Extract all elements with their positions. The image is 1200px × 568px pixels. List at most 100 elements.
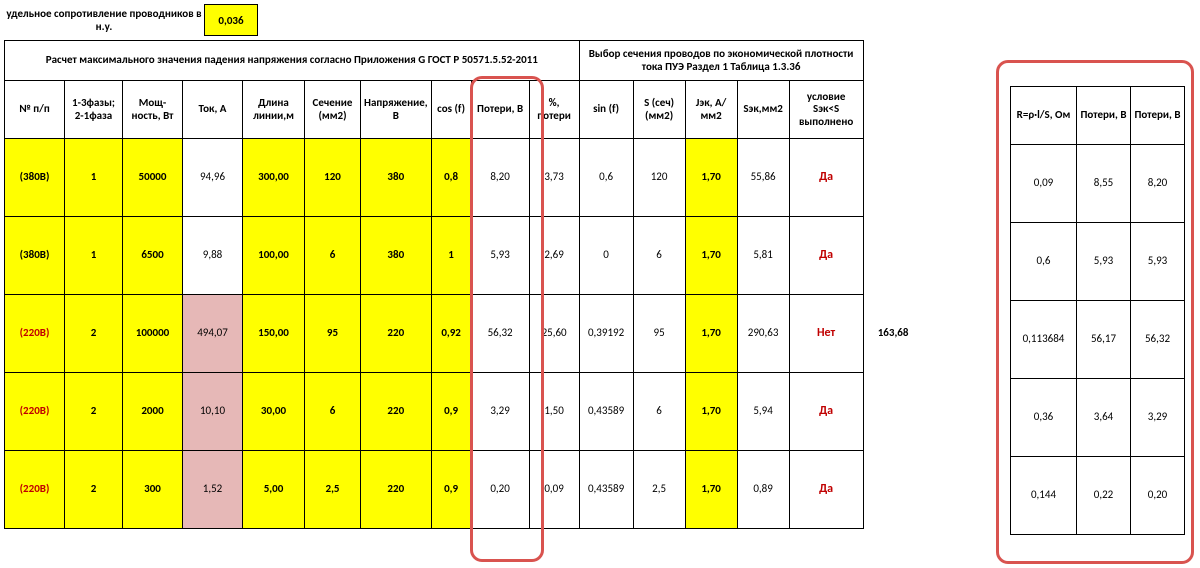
cell-len: 150,00: [243, 295, 305, 373]
cell-tok: 10,10: [183, 373, 243, 451]
cell-phase: 2: [65, 373, 123, 451]
col-npp: № п/п: [5, 81, 65, 139]
cell-phase: 1: [65, 139, 123, 217]
resistance-losses-table: R=ρ·l/S, ОмПотери, ВПотери, В0,098,558,2…: [1010, 86, 1185, 535]
col-pct: %, потери: [529, 81, 579, 139]
cell-cond: Да: [789, 217, 863, 295]
cell-sinf: 0,39192: [579, 295, 633, 373]
col-tok: Ток, А: [183, 81, 243, 139]
cell-len: 300,00: [243, 139, 305, 217]
cell-extra: [863, 451, 923, 529]
cell-phase: 2: [65, 295, 123, 373]
rcell-r: 0,6: [1011, 223, 1077, 301]
cell-loss: 3,29: [471, 373, 529, 451]
cell-loss: 8,20: [471, 139, 529, 217]
cell-cosf: 0,8: [431, 139, 471, 217]
rcell-loss3: 3,29: [1131, 379, 1185, 457]
col-volt: Напряжение, В: [361, 81, 432, 139]
rcell-loss3: 0,20: [1131, 457, 1185, 535]
rcol-loss2: Потери, В: [1077, 87, 1131, 145]
resistivity-value: 0,036: [204, 4, 258, 36]
cell-npp: (220В): [5, 451, 65, 529]
cell-power: 50000: [123, 139, 183, 217]
rcell-loss2: 3,64: [1077, 379, 1131, 457]
cell-jek: 1,70: [685, 451, 737, 529]
cell-jek: 1,70: [685, 217, 737, 295]
cell-sinf: 0,6: [579, 139, 633, 217]
cell-cosf: 1: [431, 217, 471, 295]
cell-sek: 5,94: [737, 373, 789, 451]
cell-cond: Да: [789, 451, 863, 529]
cell-sech: 6: [305, 217, 361, 295]
cell-power: 2000: [123, 373, 183, 451]
cell-loss: 5,93: [471, 217, 529, 295]
cell-pct: 0,09: [529, 451, 579, 529]
col-len: Длина линии,м: [243, 81, 305, 139]
cell-npp: (220В): [5, 295, 65, 373]
rcell-r: 0,113684: [1011, 301, 1077, 379]
cell-loss: 56,32: [471, 295, 529, 373]
cell-len: 30,00: [243, 373, 305, 451]
cell-extra: [863, 139, 923, 217]
rcell-loss3: 5,93: [1131, 223, 1185, 301]
cell-ssech: 6: [633, 217, 685, 295]
cell-power: 100000: [123, 295, 183, 373]
rcell-loss3: 56,32: [1131, 301, 1185, 379]
cell-loss: 0,20: [471, 451, 529, 529]
cell-cond: Нет: [789, 295, 863, 373]
cell-pct: 2,69: [529, 217, 579, 295]
rcol-r: R=ρ·l/S, Ом: [1011, 87, 1077, 145]
rcol-loss3: Потери, В: [1131, 87, 1185, 145]
cell-tok: 494,07: [183, 295, 243, 373]
col-sinf: sin (f): [579, 81, 633, 139]
col-power: Мощ-ность, Вт: [123, 81, 183, 139]
cell-pct: 25,60: [529, 295, 579, 373]
cell-extra: [863, 217, 923, 295]
header-voltage-drop: Расчет максимального значения падения на…: [5, 41, 580, 81]
cell-sek: 0,89: [737, 451, 789, 529]
cell-volt: 220: [361, 373, 432, 451]
cell-volt: 220: [361, 295, 432, 373]
cell-sek: 290,63: [737, 295, 789, 373]
cell-sinf: 0,43589: [579, 451, 633, 529]
cell-ssech: 2,5: [633, 451, 685, 529]
cell-npp: (380В): [5, 139, 65, 217]
rcell-loss2: 5,93: [1077, 223, 1131, 301]
col-cond: условие Sэк<S выполнено: [789, 81, 863, 139]
cell-volt: 380: [361, 139, 432, 217]
cell-pct: 3,73: [529, 139, 579, 217]
col-phase: 1-3фазы; 2-1фаза: [65, 81, 123, 139]
rcell-r: 0,144: [1011, 457, 1077, 535]
cell-len: 100,00: [243, 217, 305, 295]
cell-extra: [863, 373, 923, 451]
rcell-loss2: 0,22: [1077, 457, 1131, 535]
cell-tok: 9,88: [183, 217, 243, 295]
cell-jek: 1,70: [685, 139, 737, 217]
cell-cond: Да: [789, 373, 863, 451]
cell-sek: 55,86: [737, 139, 789, 217]
cell-sinf: 0,43589: [579, 373, 633, 451]
cell-tok: 94,96: [183, 139, 243, 217]
cell-len: 5,00: [243, 451, 305, 529]
cell-power: 6500: [123, 217, 183, 295]
cell-sech: 120: [305, 139, 361, 217]
cell-power: 300: [123, 451, 183, 529]
cell-sech: 6: [305, 373, 361, 451]
cell-pct: 1,50: [529, 373, 579, 451]
cell-sech: 2,5: [305, 451, 361, 529]
col-loss: Потери, В: [471, 81, 529, 139]
col-sek: Sэк,мм2: [737, 81, 789, 139]
col-jek: Jэк, А/мм2: [685, 81, 737, 139]
rcell-r: 0,09: [1011, 145, 1077, 223]
col-sech: Сечение (мм2): [305, 81, 361, 139]
cell-cosf: 0,92: [431, 295, 471, 373]
cell-tok: 1,52: [183, 451, 243, 529]
col-ssech: S (сеч) (мм2): [633, 81, 685, 139]
rcell-loss3: 8,20: [1131, 145, 1185, 223]
rcell-loss2: 56,17: [1077, 301, 1131, 379]
rcell-r: 0,36: [1011, 379, 1077, 457]
cell-cosf: 0,9: [431, 373, 471, 451]
cell-sinf: 0: [579, 217, 633, 295]
cell-sek: 5,81: [737, 217, 789, 295]
cell-volt: 380: [361, 217, 432, 295]
